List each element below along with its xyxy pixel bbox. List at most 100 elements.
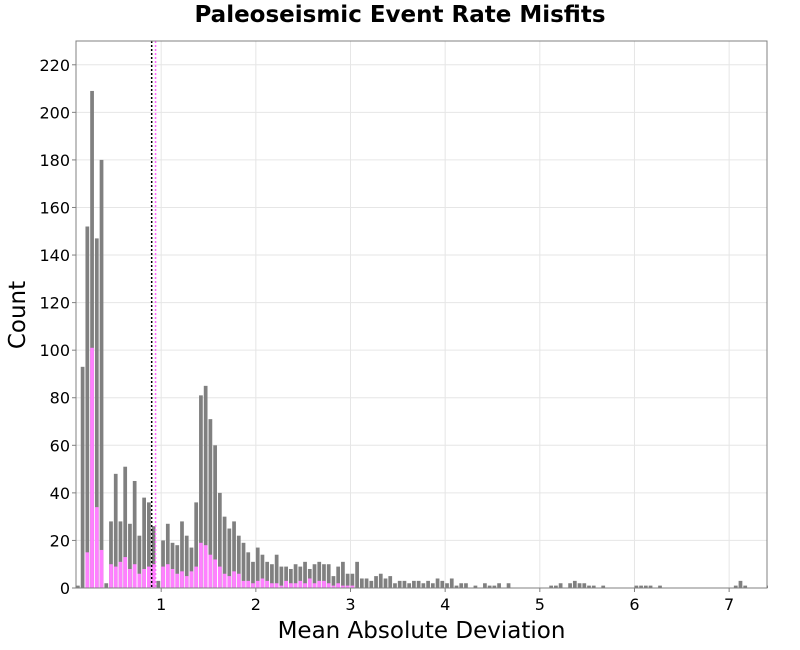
bar-all [459, 583, 464, 588]
bar-all [113, 473, 118, 588]
y-tick-label: 160 [39, 198, 70, 217]
bar-all [251, 561, 255, 588]
bar-all [350, 573, 355, 588]
bar-all [203, 385, 208, 588]
x-tick-label: 1 [156, 595, 166, 614]
y-tick-label: 200 [39, 103, 70, 122]
x-tick-label: 5 [535, 595, 545, 614]
bar-all [733, 585, 738, 588]
bar-highlight [345, 585, 350, 588]
bar-all [317, 561, 322, 588]
bar-highlight [85, 552, 90, 588]
y-tick-label: 120 [39, 294, 70, 313]
bar-all [435, 578, 440, 588]
bar-all [577, 583, 582, 588]
bar-all [132, 480, 137, 588]
bar-highlight [303, 583, 307, 588]
y-tick-label: 40 [50, 484, 70, 503]
bar-all [208, 419, 213, 588]
y-tick-label: 80 [50, 389, 70, 408]
bar-all [175, 545, 180, 588]
bar-highlight [199, 542, 203, 588]
x-tick-label: 7 [724, 595, 734, 614]
y-tick-label: 140 [39, 246, 70, 265]
bar-all [383, 578, 388, 588]
bar-highlight [184, 576, 189, 588]
bar-highlight [175, 573, 180, 588]
bar-all [445, 583, 449, 588]
bar-highlight [331, 585, 336, 588]
bar-all [151, 526, 156, 588]
bar-highlight [270, 583, 274, 588]
bar-all [743, 585, 748, 588]
bar-highlight [142, 568, 146, 588]
bar-all [128, 523, 132, 588]
bar-highlight [165, 564, 170, 588]
bar-all [643, 585, 648, 588]
bar-highlight [336, 583, 341, 588]
bar-all [199, 395, 203, 588]
bar-all [284, 566, 288, 588]
y-axis-ticks: 0 20 40 60 80 100 120 140 160 180 200 220 [39, 56, 76, 598]
bar-highlight [279, 585, 284, 588]
bar-all [109, 521, 113, 588]
y-tick-label: 60 [50, 436, 70, 455]
bar-all [402, 580, 407, 588]
bar-all [180, 521, 184, 588]
bar-highlight [222, 573, 227, 588]
bar-all [658, 585, 662, 588]
bar-all [359, 578, 364, 588]
bar-all [213, 445, 217, 588]
plot-frame [75, 40, 768, 589]
bar-all [492, 585, 497, 588]
bar-all [236, 535, 241, 588]
bar-all [355, 561, 359, 588]
bar-highlight [317, 580, 322, 588]
bar-all [364, 578, 369, 588]
chart-title: Paleoseismic Event Rate Misfits [194, 2, 606, 28]
y-tick-label: 180 [39, 151, 70, 170]
y-axis-label: Count [5, 280, 31, 350]
bar-all [298, 566, 303, 588]
bar-highlight [298, 580, 303, 588]
grid-lines [76, 41, 767, 589]
x-tick-label: 2 [251, 595, 261, 614]
bar-highlight [151, 564, 156, 588]
bar-highlight [118, 561, 123, 588]
bar-all [388, 576, 393, 588]
bar-highlight [161, 566, 165, 588]
bar-all [137, 535, 142, 588]
bar-all [293, 564, 298, 588]
bar-highlight [113, 566, 118, 588]
x-tick-label: 3 [345, 595, 355, 614]
bar-all [227, 528, 232, 588]
bar-all [393, 583, 397, 588]
bar-highlight [274, 583, 279, 588]
bar-all [549, 585, 554, 588]
bar-all [558, 583, 563, 588]
x-tick-label: 6 [629, 595, 639, 614]
bar-all [123, 466, 128, 588]
bar-all [601, 585, 606, 588]
bar-all [582, 583, 587, 588]
bar-highlight [260, 578, 265, 588]
bar-all [454, 585, 459, 588]
bar-all [587, 585, 591, 588]
bar-all [483, 583, 487, 588]
y-tick-label: 20 [50, 531, 70, 550]
bar-all [464, 583, 468, 588]
bar-all [246, 552, 251, 588]
bar-all [118, 521, 123, 588]
bar-all [279, 566, 284, 588]
bar-all [161, 540, 165, 588]
bar-highlight [90, 347, 94, 588]
bar-all [407, 583, 412, 588]
bar-all [94, 238, 99, 589]
bar-all [104, 583, 109, 588]
bar-highlight [213, 559, 217, 588]
bar-all [170, 542, 175, 588]
bar-highlight [123, 557, 128, 588]
bar-all [274, 554, 279, 588]
bar-all [336, 566, 341, 588]
bar-all [369, 580, 374, 588]
